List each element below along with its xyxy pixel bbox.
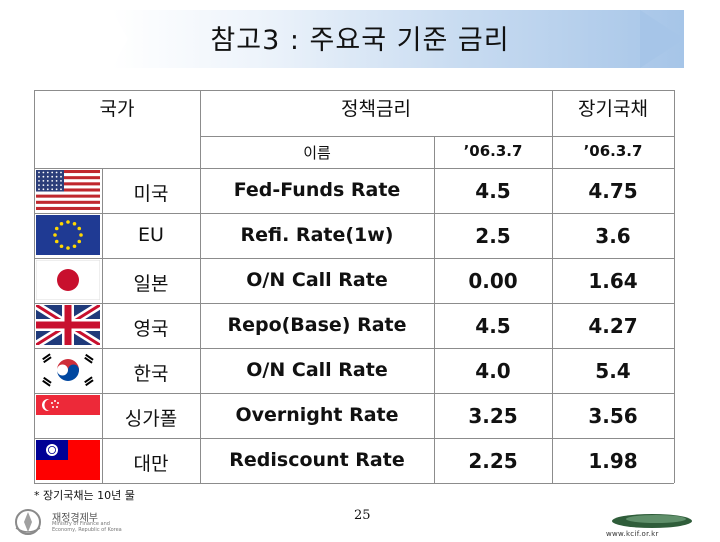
policy-rate-value: 2.25 [468,449,518,473]
japan-flag-icon [35,259,101,301]
policy-rate-name: Repo(Base) Rate [227,314,407,336]
bond-yield-value: 5.4 [595,359,631,383]
footnote: * 장기국채는 10년 물 [34,489,135,502]
row-divider [34,348,674,349]
page-number: 25 [354,508,371,523]
bond-yield-value: 1.98 [588,449,638,473]
column-divider [200,90,201,483]
row-divider [34,438,674,439]
policy-rate-name: O/N Call Rate [246,359,388,381]
table-left-border [34,90,35,483]
column-divider [434,136,435,483]
policy-rate-name: Rediscount Rate [229,449,405,471]
usa-flag-icon [36,170,100,211]
column-divider [552,90,553,483]
row-divider [34,213,674,214]
country-name: EU [138,224,164,246]
country-name: 대만 [133,453,169,475]
policy-rate-name: Refi. Rate(1w) [240,224,394,246]
country-name: 일본 [133,273,169,295]
kcif-logo-icon [612,514,692,528]
row-divider [34,303,674,304]
title-banner [112,10,684,68]
policy-rate-value: 3.25 [468,404,518,428]
rates-table: 국가 정책금리 장기국채 이름 ’06.3.7 ’06.3.7 미국 Fed-Fu… [33,90,675,485]
header-bottom-border [34,168,674,169]
bond-yield-value: 4.75 [588,179,638,203]
flag-divider [102,168,103,483]
country-name: 한국 [133,363,169,385]
table-right-border [674,90,675,483]
policy-rate-value: 4.0 [475,359,511,383]
subheader-policy-date: ’06.3.7 [463,142,523,160]
eu-flag-icon [36,215,100,255]
kcif-logo: www.kcif.or.kr [604,510,700,538]
ministry-subtitle: Ministry of Finance and Economy, Republi… [52,521,122,533]
header-long-term-bond: 장기국채 [578,98,648,120]
header-country: 국가 [99,98,135,120]
uk-flag-icon [33,301,103,349]
title-banner-arrow [640,10,684,68]
country-name: 영국 [133,318,169,340]
country-name: 미국 [133,183,169,205]
table-top-border [34,90,674,91]
singapore-flag-icon [36,395,100,435]
row-divider [34,258,674,259]
bond-yield-value: 1.64 [588,269,638,293]
taiwan-flag-icon [36,440,100,480]
country-name: 싱가폴 [124,408,178,430]
subheader-name: 이름 [303,144,331,162]
title-banner-notch [112,10,128,68]
policy-rate-name: O/N Call Rate [246,269,388,291]
table-bottom-border [34,483,674,484]
bond-yield-value: 4.27 [588,314,638,338]
policy-rate-name: Overnight Rate [235,404,399,426]
policy-rate-value: 2.5 [475,224,511,248]
ministry-name: 재정경제부 [52,513,98,524]
policy-rate-value: 4.5 [475,179,511,203]
kcif-url: www.kcif.or.kr [606,530,659,538]
policy-rate-value: 4.5 [475,314,511,338]
slide-title: 참고3 : 주요국 기준 금리 [210,25,510,56]
row-divider [34,393,674,394]
bond-yield-value: 3.6 [595,224,631,248]
policy-rate-value: 0.00 [468,269,518,293]
header-policy-rate: 정책금리 [341,98,411,120]
subheader-bond-date: ’06.3.7 [583,142,643,160]
bond-yield-value: 3.56 [588,404,638,428]
ministry-logo: 재정경제부 Ministry of Finance and Economy, R… [8,506,158,538]
header-sub-divider [200,136,674,137]
ministry-emblem-icon [15,509,41,535]
korea-flag-icon [36,350,100,390]
policy-rate-name: Fed-Funds Rate [233,179,401,201]
